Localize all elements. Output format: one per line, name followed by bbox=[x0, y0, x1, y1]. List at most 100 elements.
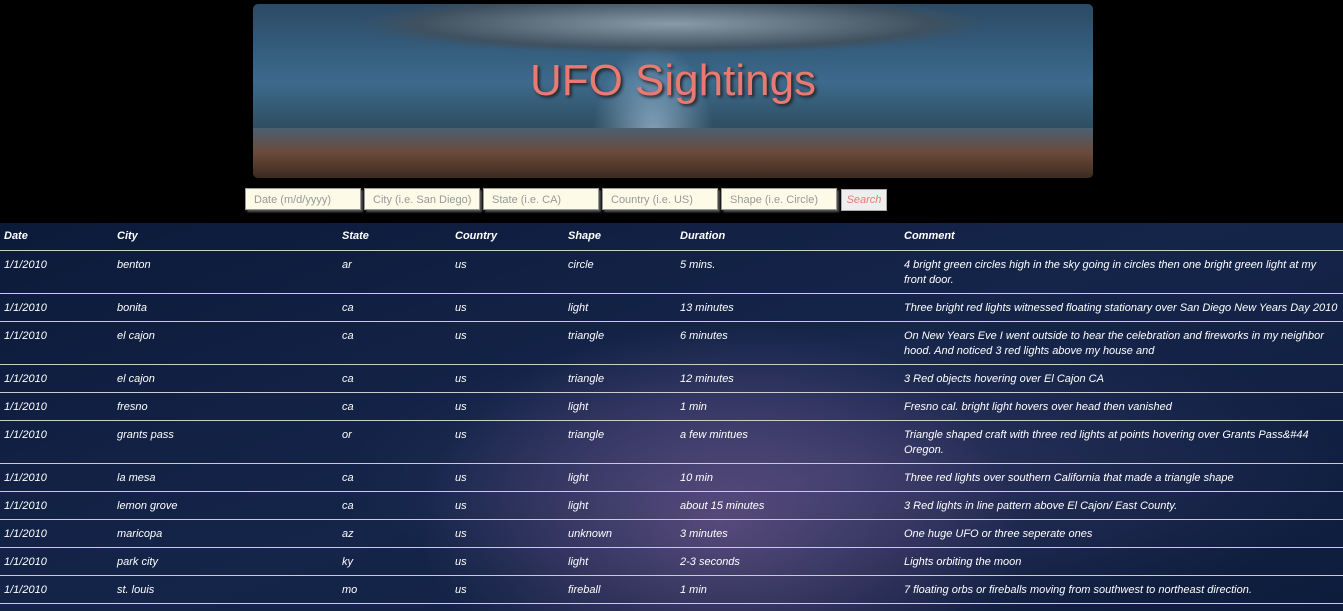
table-cell: about 15 minutes bbox=[676, 491, 900, 520]
table-cell: Fresno cal. bright light hovers over hea… bbox=[900, 392, 1343, 421]
table-container: Date City State Country Shape Duration Comment… bbox=[0, 223, 1343, 611]
table-cell: formation bbox=[564, 603, 676, 611]
table-cell: ca bbox=[338, 603, 451, 611]
table-cell: benton bbox=[113, 250, 338, 294]
table-cell: el cajon bbox=[113, 603, 338, 611]
table-cell: 3 Red objects hovering over El Cajon CA bbox=[900, 364, 1343, 393]
table-cell: 5 mins. bbox=[676, 250, 900, 294]
filter-input[interactable]: Country (i.e. US) bbox=[602, 188, 718, 210]
filter-input[interactable]: Shape (i.e. Circle) bbox=[721, 188, 837, 210]
table-cell: unknown bbox=[564, 519, 676, 548]
table-cell: 3 minutes bbox=[676, 519, 900, 548]
table-row: 1/1/2010 el cajon ca us triangle 6 minutes On … bbox=[0, 321, 1343, 365]
table-cell: One huge UFO or three seperate ones bbox=[900, 519, 1343, 548]
table-cell: ca bbox=[338, 321, 451, 365]
column-header: Country bbox=[451, 223, 564, 251]
table-cell: 1 min bbox=[676, 575, 900, 604]
search-button[interactable]: Search bbox=[841, 189, 887, 211]
table-cell: 3 Red lights in line pattern above El Ca… bbox=[900, 491, 1343, 520]
table-row: 1/1/2010 park city ky us light 2-3 seconds Lig… bbox=[0, 547, 1343, 576]
table-cell: grants pass bbox=[113, 420, 338, 464]
table-row: 1/1/2010 grants pass or us triangle a few min… bbox=[0, 420, 1343, 464]
table-cell: ca bbox=[338, 392, 451, 421]
table-row: 1/1/2010 bonita ca us light 13 minutes Three b… bbox=[0, 293, 1343, 322]
table-cell: Three red lights over the San Diego area… bbox=[900, 603, 1343, 611]
banner-ground bbox=[253, 128, 1093, 178]
table-cell: el cajon bbox=[113, 364, 338, 393]
table-cell: az bbox=[338, 519, 451, 548]
table-cell: st. louis bbox=[113, 575, 338, 604]
table-cell: lemon grove bbox=[113, 491, 338, 520]
table-cell: 12 minutes bbox=[676, 364, 900, 393]
table-cell: 7 floating orbs or fireballs moving from… bbox=[900, 575, 1343, 604]
table-cell: light bbox=[564, 547, 676, 576]
table-cell: 1/1/2010 bbox=[0, 364, 113, 393]
table-cell: 1/1/2010 bbox=[0, 603, 113, 611]
table-cell: mo bbox=[338, 575, 451, 604]
table-cell: Lights orbiting the moon bbox=[900, 547, 1343, 576]
table-cell: 1/1/2010 bbox=[0, 547, 113, 576]
table-cell: 4 bright green circles high in the sky g… bbox=[900, 250, 1343, 294]
column-header: Comment bbox=[900, 223, 1343, 251]
table-cell: us bbox=[451, 321, 564, 365]
table-cell: 1/1/2010 bbox=[0, 519, 113, 548]
column-header: Date bbox=[0, 223, 113, 251]
table-cell: us bbox=[451, 420, 564, 464]
table-cell: light bbox=[564, 463, 676, 492]
table-cell: Three bright red lights witnessed floati… bbox=[900, 293, 1343, 322]
table-cell: circle bbox=[564, 250, 676, 294]
table-cell: 2-3 seconds bbox=[676, 547, 900, 576]
table-row: 1/1/2010 lemon grove ca us light about 15 min… bbox=[0, 491, 1343, 520]
column-header: City bbox=[113, 223, 338, 251]
table-row: 1/1/2010 benton ar us circle 5 mins. 4 bright … bbox=[0, 250, 1343, 294]
table-cell: light bbox=[564, 491, 676, 520]
table-cell: park city bbox=[113, 547, 338, 576]
table-cell: 13 minutes bbox=[676, 293, 900, 322]
column-header: Duration bbox=[676, 223, 900, 251]
table-cell: 10 min bbox=[676, 463, 900, 492]
table-cell: triangle bbox=[564, 364, 676, 393]
table-row: 1/1/2010 maricopa az us unknown 3 minutes One … bbox=[0, 519, 1343, 548]
table-cell: us bbox=[451, 250, 564, 294]
table-cell: fresno bbox=[113, 392, 338, 421]
table-cell: bonita bbox=[113, 293, 338, 322]
table-row: 1/1/2010 fresno ca us light 1 min Fresno cal. … bbox=[0, 392, 1343, 421]
table-cell: 1/1/2010 bbox=[0, 491, 113, 520]
table-row: 1/1/2010 la mesa ca us light 10 min Three red … bbox=[0, 463, 1343, 492]
table-cell: us bbox=[451, 293, 564, 322]
table-cell: ca bbox=[338, 293, 451, 322]
table-cell: us bbox=[451, 547, 564, 576]
header-row: Date City State Country Shape Duration Comment bbox=[0, 223, 1343, 251]
table-row: 1/1/2010 el cajon ca us triangle 12 minutes 3 … bbox=[0, 364, 1343, 393]
table-cell: us bbox=[451, 491, 564, 520]
table-cell: 1/1/2010 bbox=[0, 392, 113, 421]
column-header: State bbox=[338, 223, 451, 251]
sightings-table: Date City State Country Shape Duration Comment… bbox=[0, 223, 1343, 611]
table-cell: light bbox=[564, 392, 676, 421]
table-cell: us bbox=[451, 575, 564, 604]
table-cell: maricopa bbox=[113, 519, 338, 548]
table-cell: 1/1/2010 bbox=[0, 575, 113, 604]
table-cell: On New Years Eve I went outside to hear … bbox=[900, 321, 1343, 365]
table-row: 1/1/2010 st. louis mo us fireball 1 min 7 floa… bbox=[0, 575, 1343, 604]
page-title: UFO Sightings bbox=[529, 56, 817, 105]
table-cell: 1 min bbox=[676, 392, 900, 421]
table-cell: Triangle shaped craft with three red lig… bbox=[900, 420, 1343, 464]
table-cell: la mesa bbox=[113, 463, 338, 492]
table-cell: 1/1/2010 bbox=[0, 321, 113, 365]
filter-input[interactable]: State (i.e. CA) bbox=[483, 188, 599, 210]
table-cell: 1/1/2010 bbox=[0, 250, 113, 294]
table-cell: or bbox=[338, 420, 451, 464]
table-body: 1/1/2010 benton ar us circle 5 mins. 4 bright … bbox=[0, 250, 1343, 611]
table-cell: ca bbox=[338, 364, 451, 393]
filter-input[interactable]: City (i.e. San Diego) bbox=[364, 188, 480, 210]
table-cell: 1/1/2010 bbox=[0, 420, 113, 464]
table-cell: fireball bbox=[564, 575, 676, 604]
filter-input[interactable]: Date (m/d/yyyy) bbox=[245, 188, 361, 210]
table-cell: triangle bbox=[564, 420, 676, 464]
table-cell: 15 min. bbox=[676, 603, 900, 611]
table-cell: us bbox=[451, 603, 564, 611]
banner: UFO Sightings bbox=[253, 4, 1093, 178]
